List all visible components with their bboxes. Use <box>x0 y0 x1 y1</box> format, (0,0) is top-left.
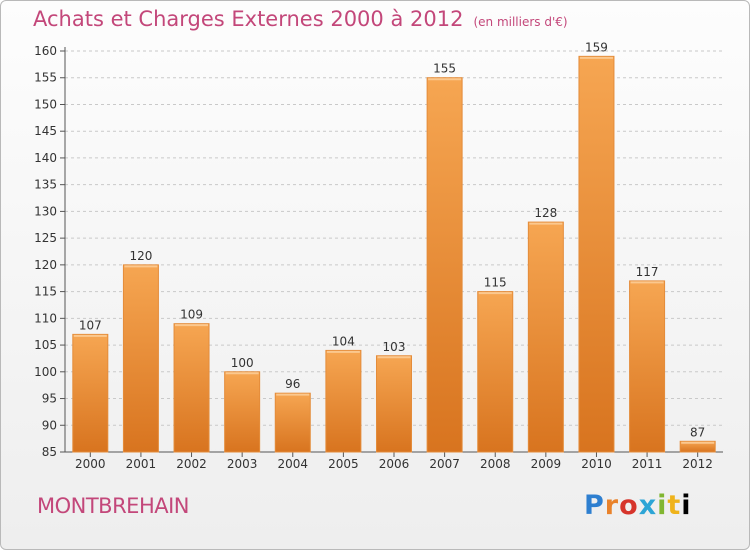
x-tick-label: 2002 <box>176 457 207 471</box>
x-tick-label: 2001 <box>126 457 157 471</box>
x-tick-label: 2009 <box>531 457 562 471</box>
bar-value-label: 115 <box>484 276 507 290</box>
bar <box>72 333 109 453</box>
logo-letter: i <box>681 490 692 521</box>
y-tick-label: 140 <box>34 151 57 165</box>
bar <box>527 221 564 453</box>
logo-letter: t <box>667 490 682 521</box>
bar-value-label: 155 <box>433 62 456 76</box>
y-tick-label: 90 <box>42 418 57 432</box>
logo-letter: P <box>584 490 605 521</box>
y-tick-label: 120 <box>34 258 57 272</box>
bar <box>325 349 362 453</box>
logo-letter: x <box>638 490 658 521</box>
y-tick-label: 135 <box>34 178 57 192</box>
x-tick-label: 2011 <box>632 457 663 471</box>
chart-subtitle: (en milliers d'€) <box>473 15 568 29</box>
bars <box>72 55 716 453</box>
bar <box>122 264 159 453</box>
x-tick-label: 2003 <box>227 457 258 471</box>
bar-value-label: 109 <box>180 308 203 322</box>
place-name: MONTBREHAIN <box>37 494 190 518</box>
bar <box>578 55 615 453</box>
chart-title-block: Achats et Charges Externes 2000 à 2012 (e… <box>33 7 568 31</box>
y-tick-label: 115 <box>34 285 57 299</box>
x-tick-label: 2010 <box>581 457 612 471</box>
bar <box>679 440 716 453</box>
bar-value-label: 103 <box>383 340 406 354</box>
y-tick-label: 160 <box>34 44 57 58</box>
logo-letter: r <box>604 490 620 521</box>
bar <box>173 323 210 453</box>
bar-value-label: 100 <box>231 356 254 370</box>
x-tick-label: 2008 <box>480 457 511 471</box>
y-tick-label: 130 <box>34 204 57 218</box>
bar-value-label: 87 <box>690 425 705 439</box>
labels: 85 90 95 100 105 110 115 120 125 130 135 140 145 150 1… <box>34 40 713 471</box>
bar <box>224 371 261 453</box>
bar <box>426 77 463 453</box>
y-tick-label: 155 <box>34 71 57 85</box>
x-tick-label: 2005 <box>328 457 359 471</box>
logo-letter: o <box>619 490 639 521</box>
y-tick-label: 150 <box>34 97 57 111</box>
y-tick-label: 100 <box>34 365 57 379</box>
bar-value-label: 107 <box>79 318 102 332</box>
y-tick-label: 125 <box>34 231 57 245</box>
y-tick-label: 85 <box>42 445 57 459</box>
y-tick-label: 105 <box>34 338 57 352</box>
bar-value-label: 128 <box>534 206 557 220</box>
bar-value-label: 96 <box>285 377 300 391</box>
bar <box>629 280 666 453</box>
y-tick-label: 110 <box>34 311 57 325</box>
bar <box>376 355 412 453</box>
bar-value-label: 120 <box>129 249 152 263</box>
y-tick-label: 145 <box>34 124 57 138</box>
bar-value-label: 117 <box>636 265 659 279</box>
bar <box>477 291 514 453</box>
bar-value-label: 104 <box>332 334 355 348</box>
y-tick-label: 95 <box>42 392 57 406</box>
x-tick-label: 2000 <box>75 457 106 471</box>
bar-value-label: 159 <box>585 40 608 54</box>
x-tick-label: 2012 <box>682 457 713 471</box>
x-tick-label: 2004 <box>277 457 308 471</box>
x-tick-label: 2007 <box>429 457 460 471</box>
logo-letter: i <box>657 490 668 521</box>
bar <box>274 392 311 453</box>
x-tick-label: 2006 <box>379 457 410 471</box>
chart-title: Achats et Charges Externes 2000 à 2012 <box>33 7 464 31</box>
proxiti-logo[interactable]: Proxiti <box>584 490 692 521</box>
